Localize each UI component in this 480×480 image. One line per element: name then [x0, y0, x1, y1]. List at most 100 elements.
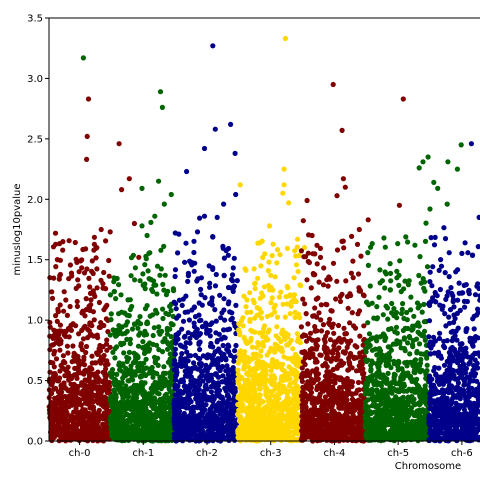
data-point [330, 321, 336, 327]
data-point [53, 356, 60, 362]
data-point [400, 327, 406, 334]
data-point [228, 121, 234, 127]
data-point [162, 376, 168, 382]
data-point [337, 298, 344, 305]
data-point [198, 286, 204, 292]
data-point [236, 321, 242, 327]
data-point [51, 351, 57, 357]
data-point [50, 419, 56, 425]
data-point [235, 401, 241, 408]
data-point [128, 273, 134, 279]
data-point [279, 435, 285, 441]
data-point [400, 96, 406, 102]
data-point [54, 318, 60, 324]
data-point [153, 307, 159, 313]
data-point [97, 342, 103, 349]
data-point [247, 417, 253, 423]
data-point [203, 354, 209, 360]
data-point [101, 269, 107, 276]
data-point [168, 307, 174, 314]
data-point [327, 276, 333, 282]
data-point [294, 405, 300, 411]
data-point [232, 348, 238, 354]
data-point [269, 295, 275, 301]
data-point [322, 339, 328, 345]
data-point [186, 389, 192, 395]
data-point [337, 405, 343, 411]
data-point [69, 359, 75, 365]
data-point [290, 409, 296, 415]
data-point [80, 407, 86, 413]
data-point [171, 288, 177, 294]
data-point [215, 392, 221, 398]
data-point [385, 370, 391, 376]
data-point [365, 320, 371, 326]
data-point [297, 340, 303, 346]
data-point [80, 388, 86, 394]
data-point [183, 433, 189, 439]
data-point [144, 232, 150, 239]
data-point [243, 267, 249, 273]
data-point [209, 295, 215, 301]
data-point [324, 330, 330, 336]
data-point [116, 141, 122, 147]
data-point [298, 283, 304, 289]
data-point [254, 305, 260, 311]
data-point [343, 410, 349, 416]
data-point [135, 353, 141, 359]
data-point [73, 323, 79, 329]
data-point [166, 311, 172, 318]
data-point [345, 424, 351, 430]
data-point [70, 343, 76, 349]
data-point [53, 264, 59, 270]
data-point [233, 302, 239, 308]
data-point [127, 341, 133, 347]
data-point [248, 423, 254, 429]
data-point [84, 266, 90, 272]
data-point [300, 384, 306, 390]
data-point [53, 313, 59, 319]
data-point [172, 351, 178, 357]
data-point [161, 364, 167, 370]
data-point [321, 401, 327, 407]
data-point [76, 331, 82, 337]
data-point [220, 423, 226, 429]
data-point [365, 217, 371, 223]
data-point [239, 374, 245, 380]
data-point [117, 367, 123, 373]
data-point [330, 366, 336, 373]
data-point [225, 415, 231, 421]
data-point [245, 355, 251, 361]
data-point [294, 244, 300, 250]
data-point [118, 406, 124, 412]
data-point [389, 300, 395, 307]
data-point [302, 301, 308, 307]
data-point [57, 322, 64, 328]
data-point [222, 317, 228, 323]
data-point [371, 382, 377, 388]
data-point [330, 81, 336, 88]
data-point [311, 313, 317, 319]
data-point [150, 312, 156, 318]
data-point [201, 213, 208, 219]
data-point [51, 401, 57, 407]
data-point [75, 410, 82, 416]
data-point [356, 226, 362, 233]
data-point [119, 415, 125, 422]
data-point [108, 317, 114, 323]
data-point [49, 289, 55, 295]
data-point [119, 380, 125, 386]
data-point [47, 319, 53, 326]
data-point [104, 337, 110, 343]
data-point [184, 366, 190, 373]
data-point [118, 292, 124, 298]
data-point [151, 395, 157, 401]
data-point [230, 427, 236, 433]
data-point [221, 296, 227, 302]
data-point [61, 401, 68, 407]
data-point [262, 437, 268, 443]
data-point [131, 423, 137, 429]
data-point [150, 332, 156, 339]
data-point [294, 384, 301, 390]
data-point [233, 342, 239, 349]
